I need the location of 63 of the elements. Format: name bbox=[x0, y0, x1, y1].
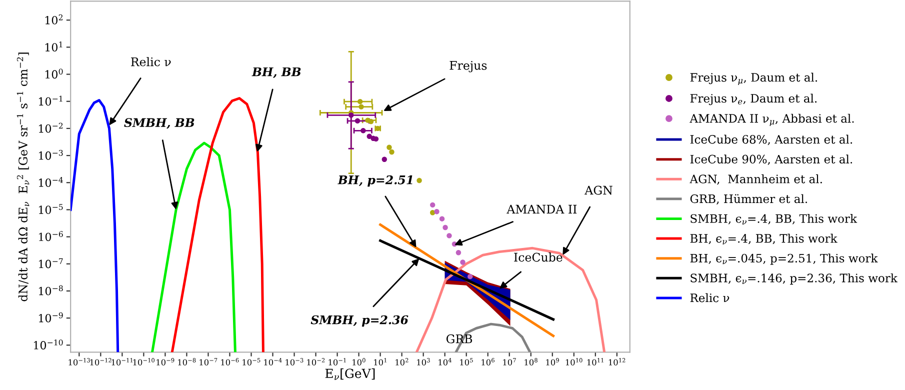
x-tick-label: 10$^{5}$ bbox=[460, 358, 473, 366]
legend-label: SMBH, ϵ$_{ν}$=.146, p=2.36, This work bbox=[690, 273, 898, 285]
x-tick-label: 10$^{−1}$ bbox=[328, 358, 346, 366]
legend-label: BH, ϵ$_{ν}$=.4, BB, This work bbox=[690, 234, 838, 244]
annotation: AMANDA II bbox=[506, 204, 577, 214]
x-tick-label: 10$^{−6}$ bbox=[221, 358, 239, 366]
annotation: BH, BB bbox=[252, 67, 301, 78]
x-tick-label: 10$^{−11}$ bbox=[112, 358, 133, 366]
annotation: SMBH, p=2.36 bbox=[310, 315, 408, 327]
y-tick-label: 10$^{−5}$ bbox=[39, 204, 63, 214]
text: dN/dt dA dΩ dE$_{ν}$ E$_{ν}$$^{2}$ [GeV sr$^{−1}$ s$^{−1}$ cm$^{−2}$] bbox=[16, 52, 30, 302]
x-tick-label: 10$^{8}$ bbox=[524, 358, 538, 366]
y-tick-label: 10$^{−1}$ bbox=[39, 96, 62, 106]
y-tick-label: 10$^{2}$ bbox=[45, 14, 63, 24]
x-tick-label: 10$^{−12}$ bbox=[90, 358, 112, 366]
legend-label: Frejus ν$_{μ}$, Daum et al. bbox=[690, 72, 818, 86]
x-tick-label: 10$^{2}$ bbox=[396, 358, 408, 366]
x-tick-label: 10$^{1}$ bbox=[374, 358, 386, 366]
legend-label: AMANDA II ν$_{μ}$, Abbasi et al. bbox=[690, 114, 854, 126]
annotation: AGN bbox=[584, 186, 612, 195]
y-tick-label: 10$^{−8}$ bbox=[39, 285, 63, 296]
x-tick-label: 10$^{7}$ bbox=[503, 358, 516, 366]
y-tick-label: 10$^{0}$ bbox=[45, 68, 63, 79]
y-tick-label: 10$^{−6}$ bbox=[39, 231, 63, 242]
annotation: GRB bbox=[446, 334, 472, 344]
y-tick-label: 10$^{−4}$ bbox=[39, 176, 63, 187]
y-tick-label: 10$^{−2}$ bbox=[39, 122, 63, 133]
x-tick-label: 10$^{−8}$ bbox=[178, 358, 196, 366]
x-tick-label: 10$^{9}$ bbox=[546, 358, 559, 366]
x-tick-label: 10$^{12}$ bbox=[608, 358, 626, 366]
x-tick-label: 10$^{10}$ bbox=[566, 358, 582, 366]
annotation: SMBH, BB bbox=[124, 118, 194, 129]
legend-label: AGN, Mannheim et al. bbox=[690, 174, 822, 185]
x-tick-label: 10$^{−2}$ bbox=[307, 358, 325, 366]
legend-label: GRB, Hümmer et al. bbox=[690, 194, 808, 205]
x-tick-label: 10$^{−9}$ bbox=[156, 358, 174, 366]
y-tick-label: 10$^{−7}$ bbox=[39, 258, 63, 268]
y-tick-label: 10$^{−9}$ bbox=[39, 312, 63, 322]
annotation: IceCube bbox=[514, 252, 562, 262]
x-tick-label: 10$^{4}$ bbox=[438, 358, 452, 366]
x-tick-label: 10$^{6}$ bbox=[482, 358, 494, 366]
legend-label: Frejus ν$_{e}$, Daum et al. bbox=[690, 94, 817, 106]
x-axis-title: E$_{ν}$[GeV] bbox=[325, 368, 375, 380]
annotation: BH, p=2.51 bbox=[338, 175, 412, 187]
annotation: Relic ν bbox=[131, 57, 171, 66]
y-tick-label: 10$^{1}$ bbox=[45, 42, 62, 52]
legend-label: IceCube 68%, Aarsten et al. bbox=[690, 134, 852, 146]
legend-label: BH, ϵ$_{ν}$=.045, p=2.51, This work bbox=[690, 254, 878, 265]
legend-label: Relic ν bbox=[690, 293, 730, 302]
x-tick-label: 10$^{−3}$ bbox=[286, 358, 304, 366]
legend-label: IceCube 90%, Aarsten et al. bbox=[690, 154, 852, 165]
x-tick-label: 10$^{0}$ bbox=[352, 358, 366, 366]
y-tick-label: 10$^{−3}$ bbox=[39, 150, 63, 160]
x-tick-label: 10$^{−7}$ bbox=[200, 358, 218, 366]
annotation: Frejus bbox=[450, 60, 487, 72]
x-tick-label: 10$^{−4}$ bbox=[264, 358, 282, 366]
x-tick-label: 10$^{−13}$ bbox=[68, 358, 90, 366]
x-tick-label: 10$^{3}$ bbox=[417, 358, 430, 366]
x-tick-label: 10$^{11}$ bbox=[587, 358, 604, 366]
legend-label: SMBH, ϵ$_{ν}$=.4, BB, This work bbox=[690, 214, 858, 225]
y-tick-label: 10$^{−10}$ bbox=[34, 339, 63, 350]
x-tick-label: 10$^{−10}$ bbox=[133, 358, 154, 366]
x-tick-label: 10$^{−5}$ bbox=[242, 358, 260, 366]
